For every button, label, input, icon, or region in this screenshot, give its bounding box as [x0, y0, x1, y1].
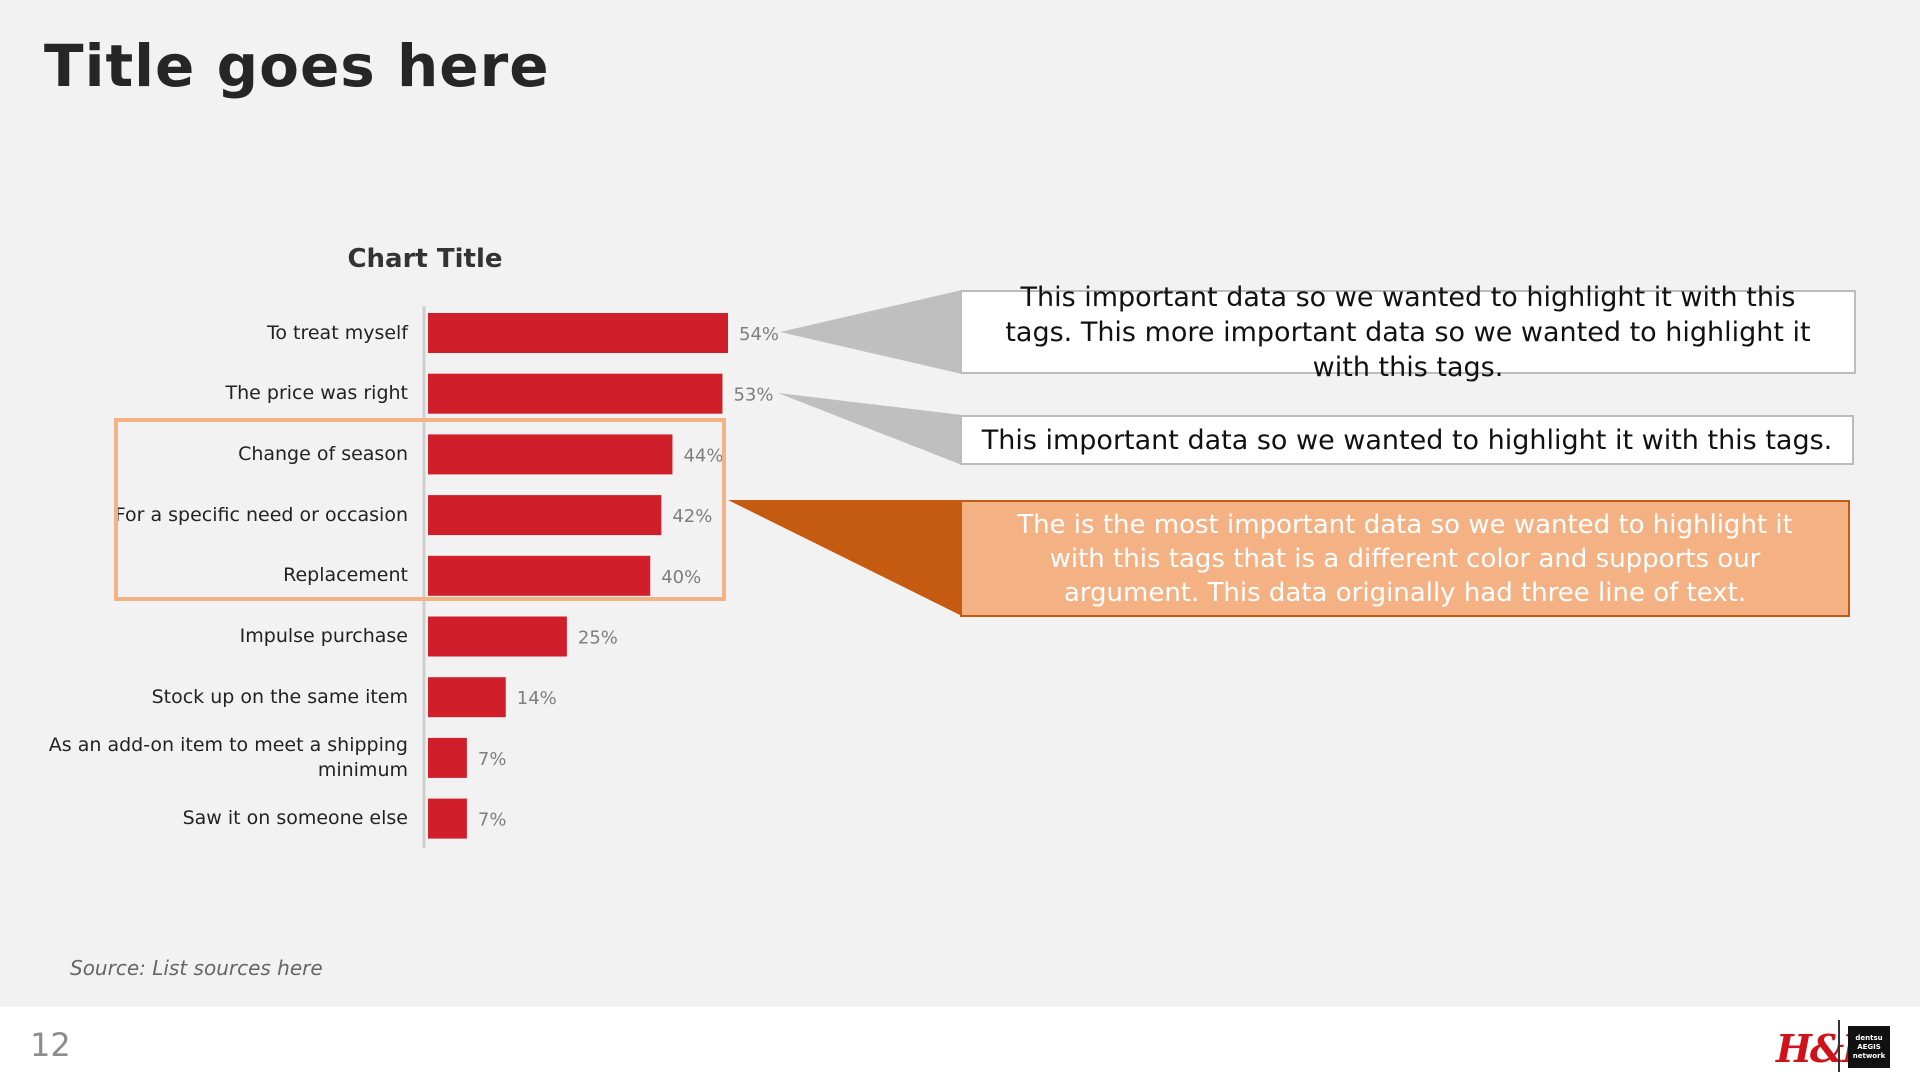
- category-label: For a specific need or occasion: [114, 503, 408, 526]
- callout-box-2: This important data so we wanted to high…: [960, 415, 1854, 465]
- callout-box-1: This important data so we wanted to high…: [960, 282, 1856, 383]
- data-label: 42%: [672, 506, 712, 527]
- callout-pointer-3: [728, 500, 962, 616]
- data-label: 54%: [739, 324, 779, 345]
- data-label: 7%: [478, 810, 507, 831]
- data-label: 25%: [578, 628, 618, 649]
- data-label: 14%: [517, 688, 557, 709]
- chart-title: Chart Title: [347, 244, 503, 274]
- bar: [428, 737, 467, 778]
- category-label: Impulse purchase: [239, 625, 408, 647]
- callout-pointer-2: [778, 393, 962, 465]
- slide-title: Title goes here: [44, 32, 550, 100]
- bar: [428, 677, 506, 718]
- bar: [428, 616, 567, 657]
- page-number: 12: [30, 1026, 71, 1064]
- data-label: 53%: [733, 385, 773, 406]
- bar: [428, 313, 728, 353]
- category-label: Replacement: [283, 564, 408, 587]
- dentsu-aegis-logo: dentsu AEGIS network: [1848, 1026, 1890, 1068]
- bar: [428, 495, 662, 536]
- category-label: Saw it on someone else: [182, 807, 408, 830]
- bar: [428, 373, 723, 414]
- bar: [428, 798, 467, 839]
- logo-divider: [1838, 1020, 1840, 1072]
- callout-pointer-1: [780, 290, 962, 374]
- bar: [428, 434, 673, 475]
- source-note: Source: List sources here: [70, 956, 323, 980]
- footer-bar: [0, 1007, 1920, 1080]
- category-label: To treat myself: [266, 321, 408, 344]
- data-label: 44%: [683, 445, 723, 466]
- category-label: The price was right: [225, 382, 408, 405]
- highlight-box: [114, 418, 726, 601]
- callout-box-3: The is the most important data so we wan…: [960, 500, 1850, 617]
- data-label: 40%: [661, 567, 701, 588]
- category-label: Stock up on the same item: [151, 685, 408, 708]
- data-label: 7%: [478, 749, 507, 770]
- category-label: As an add-on item to meet a shipping min…: [48, 733, 408, 781]
- bar: [428, 555, 651, 596]
- category-label: Change of season: [238, 442, 408, 465]
